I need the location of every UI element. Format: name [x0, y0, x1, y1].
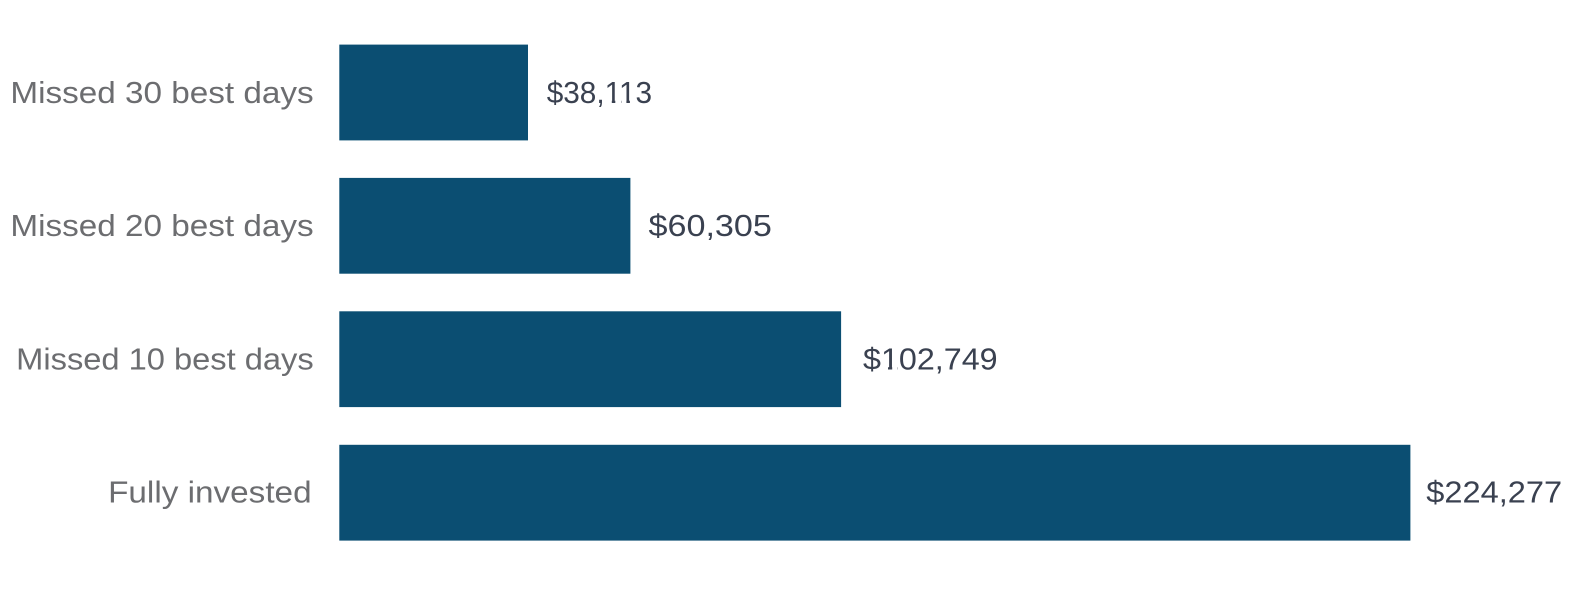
svg-text:Missed 20 best days: Missed 20 best days [10, 208, 313, 243]
svg-text:Missed 10 best days: Missed 10 best days [16, 341, 314, 376]
svg-text:Fully invested: Fully invested [108, 475, 312, 510]
svg-text:$60,305: $60,305 [649, 208, 772, 243]
svg-text:$38,113: $38,113 [547, 75, 652, 110]
svg-text:$224,277: $224,277 [1426, 475, 1562, 510]
svg-text:$102,749: $102,749 [863, 341, 998, 376]
svg-text:Missed 30 best days: Missed 30 best days [10, 75, 313, 110]
